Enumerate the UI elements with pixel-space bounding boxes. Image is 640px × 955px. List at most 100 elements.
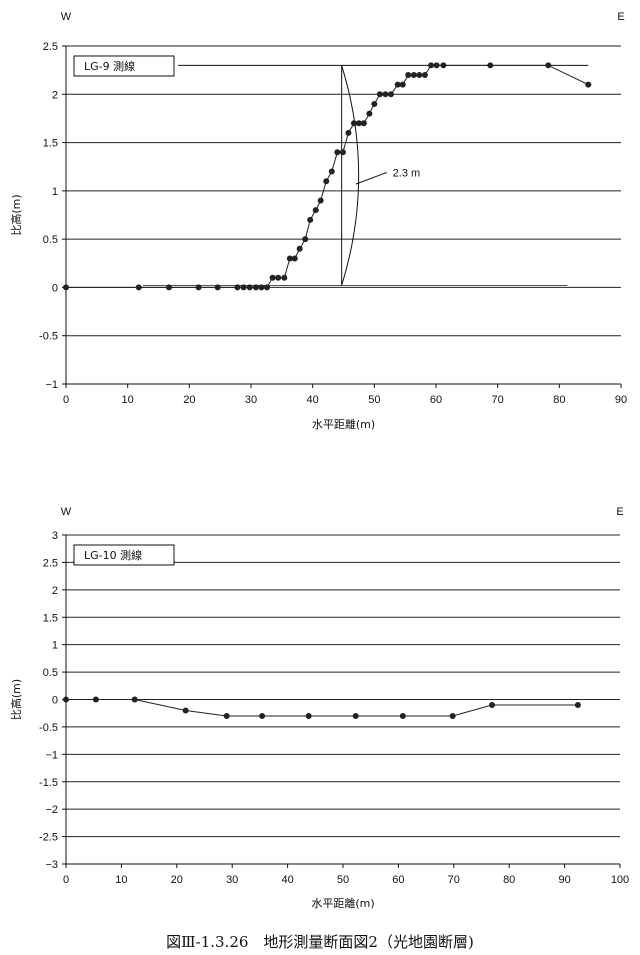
x-tick-label: 40 <box>307 394 319 406</box>
data-point <box>334 149 341 156</box>
x-tick-label: 20 <box>171 874 183 886</box>
data-point <box>305 712 312 719</box>
data-point <box>302 236 309 243</box>
corner-label-west: W <box>61 11 72 23</box>
x-tick-label: 10 <box>115 874 127 886</box>
data-point <box>328 168 335 175</box>
chart-lg9: −1 -0.5 0 0.5 1 1.5 2 2.5 0 10 20 30 40 50 60 70 80 90 水平距… <box>9 11 627 431</box>
data-point <box>312 207 319 214</box>
corner-label-east: E <box>617 11 624 23</box>
y-tick-label: 2.5 <box>43 41 58 53</box>
data-point <box>281 274 288 281</box>
data-point <box>258 284 265 291</box>
data-point <box>275 274 282 281</box>
y-tick-label: −1 <box>45 379 58 391</box>
y-tick-label: 0 <box>52 695 58 707</box>
y-tick-label: -2.5 <box>39 832 58 844</box>
data-point <box>291 255 298 262</box>
legend-box <box>73 544 175 566</box>
data-point <box>352 712 359 719</box>
data-point <box>131 696 138 703</box>
data-point <box>223 712 230 719</box>
data-point <box>259 712 266 719</box>
x-tick-label: 40 <box>281 874 293 886</box>
y-tick-label: −3 <box>45 859 58 871</box>
x-tick-label: 90 <box>615 394 627 406</box>
data-point <box>252 284 259 291</box>
x-tick-label: 20 <box>183 394 195 406</box>
data-point <box>323 178 330 185</box>
data-point <box>63 696 69 703</box>
data-point <box>307 216 314 223</box>
x-tick-label: 60 <box>430 394 442 406</box>
y-tick-label: 1 <box>52 186 58 198</box>
data-point <box>410 71 417 78</box>
data-point <box>350 120 357 127</box>
y-tick-label: 1 <box>52 640 58 652</box>
data-point <box>269 274 276 281</box>
data-point <box>286 255 293 262</box>
y-tick-label: 0.5 <box>43 667 58 679</box>
data-point <box>399 81 406 88</box>
x-tick-label: 80 <box>553 394 565 406</box>
data-point <box>487 62 494 69</box>
corner-label-west: W <box>61 506 72 518</box>
data-point <box>165 284 172 291</box>
data-point <box>366 110 373 117</box>
y-tick-label: 2 <box>52 89 58 101</box>
series-line <box>66 699 578 717</box>
data-point <box>345 129 352 136</box>
x-tick-label: 90 <box>558 874 570 886</box>
corner-label-east: E <box>616 506 623 518</box>
y-tick-label: 2 <box>52 585 58 597</box>
data-point <box>545 62 552 69</box>
x-tick-label: 70 <box>492 394 504 406</box>
annotation-leader <box>355 172 387 185</box>
y-tick-label: −2 <box>45 804 58 816</box>
y-tick-label: -1.5 <box>39 777 58 789</box>
legend-label: LG-9 測線 <box>84 59 135 73</box>
data-point <box>264 284 271 291</box>
data-point <box>574 701 581 708</box>
data-point <box>387 91 394 98</box>
data-point <box>360 120 367 127</box>
y-tick-label: -0.5 <box>39 722 58 734</box>
data-point <box>421 71 428 78</box>
y-tick-label: 1.5 <box>43 612 58 624</box>
figure-caption: 図Ⅲ-1.3.26 地形測量断面図2（光地園断層) <box>166 933 474 951</box>
x-tick-label: 30 <box>226 874 238 886</box>
x-tick-label: 10 <box>122 394 134 406</box>
annotation-label: 2.3 m <box>393 168 421 180</box>
data-point <box>585 81 592 88</box>
data-point <box>296 245 303 252</box>
legend-label: LG-10 測線 <box>84 548 142 562</box>
data-point <box>376 91 383 98</box>
data-point <box>416 71 423 78</box>
y-tick-label: 3 <box>52 530 58 542</box>
data-point <box>195 284 202 291</box>
x-tick-label: 0 <box>63 874 69 886</box>
data-point <box>240 284 247 291</box>
x-tick-label: 50 <box>368 394 380 406</box>
x-tick-label: 30 <box>245 394 257 406</box>
x-tick-label: 50 <box>337 874 349 886</box>
data-point <box>489 701 496 708</box>
data-point <box>440 62 447 69</box>
legend-box <box>73 55 175 77</box>
y-tick-label: 0.5 <box>43 234 58 246</box>
data-point <box>339 149 346 156</box>
x-tick-label: 70 <box>448 874 460 886</box>
x-axis-label: 水平距離(m) <box>312 417 375 431</box>
data-point <box>449 712 456 719</box>
y-tick-label: −1 <box>45 749 58 761</box>
data-point <box>63 284 69 291</box>
y-axis-label: 比高(m) <box>9 194 23 235</box>
data-point <box>382 91 389 98</box>
data-point <box>355 120 362 127</box>
data-point <box>214 284 221 291</box>
x-axis-label: 水平距離(m) <box>311 896 374 910</box>
y-tick-label: -0.5 <box>39 331 58 343</box>
y-axis-label: 比高(m) <box>9 679 23 720</box>
y-tick-label: 0 <box>52 282 58 294</box>
